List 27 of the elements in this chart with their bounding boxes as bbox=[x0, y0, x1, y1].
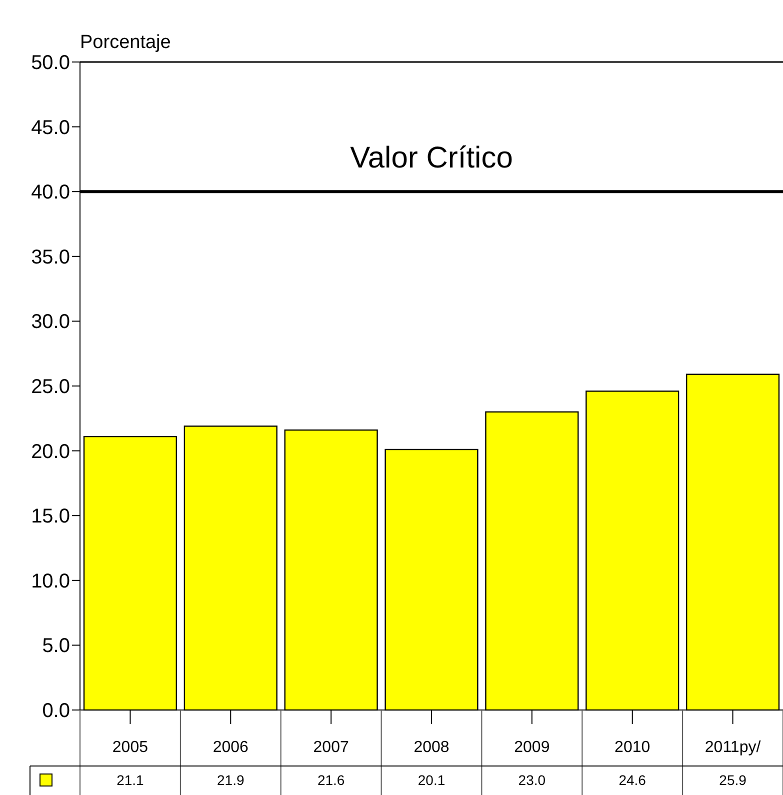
y-tick-label: 50.0 bbox=[31, 52, 70, 74]
x-tick-label: 2010 bbox=[614, 739, 650, 756]
x-tick-label: 2008 bbox=[414, 739, 450, 756]
x-tick-label: 2007 bbox=[313, 739, 349, 756]
y-tick-label: 30.0 bbox=[31, 311, 70, 334]
y-tick-label: 40.0 bbox=[31, 182, 70, 204]
data-label: 21.1 bbox=[116, 772, 144, 788]
x-tick-label: 2006 bbox=[212, 739, 249, 756]
y-tick-label: 20.0 bbox=[31, 440, 70, 463]
y-tick-label: 35.0 bbox=[31, 246, 70, 268]
ref-line-label: Valor Crítico bbox=[350, 142, 513, 175]
y-tick-label: 25.0 bbox=[31, 376, 70, 398]
data-label: 24.6 bbox=[618, 772, 646, 788]
y-axis-title: Porcentaje bbox=[80, 32, 171, 53]
y-tick-label: 0.0 bbox=[42, 700, 70, 722]
data-label: 25.9 bbox=[719, 772, 747, 788]
y-tick-label: 5.0 bbox=[42, 635, 70, 658]
y-tick-label: 45.0 bbox=[31, 116, 70, 139]
data-label: 21.9 bbox=[217, 772, 244, 788]
y-tick-label: 15.0 bbox=[31, 506, 70, 528]
x-tick-label: 2009 bbox=[514, 739, 550, 756]
x-tick-label: 2011py/ bbox=[704, 739, 762, 756]
data-label: 23.0 bbox=[518, 772, 546, 788]
x-tick-label: 2005 bbox=[112, 739, 148, 756]
y-tick-label: 10.0 bbox=[31, 570, 70, 592]
data-label: 20.1 bbox=[418, 772, 446, 788]
data-label: 21.6 bbox=[317, 772, 345, 788]
